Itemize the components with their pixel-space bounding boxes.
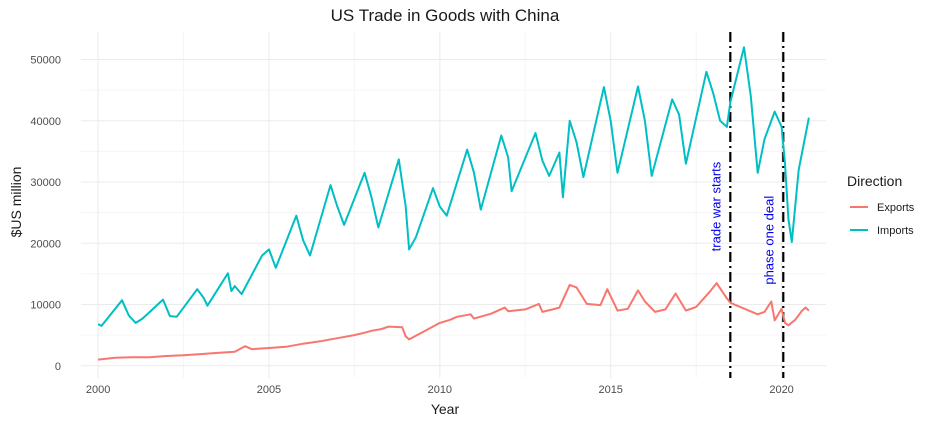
x-tick-label: 2000 [86,384,110,396]
legend-label-exports: Exports [877,202,915,214]
y-tick-label: 20000 [30,238,61,250]
legend-title: Direction [847,173,902,189]
y-axis-title: $US million [8,167,24,238]
event-annotations: trade war starts phase one deal [708,161,776,284]
x-tick-label: 2015 [598,384,622,396]
y-tick-label: 0 [55,361,61,373]
event-annotation: phase one deal [761,196,776,285]
x-tick-label: 2020 [769,384,793,396]
event-annotation: trade war starts [708,161,723,251]
y-tick-label: 10000 [30,300,61,312]
x-axis-ticks: 2000 2005 2010 2015 2020 [86,384,794,396]
x-tick-label: 2005 [257,384,281,396]
series-line-imports [97,46,810,327]
chart-title: US Trade in Goods with China [331,6,560,25]
legend-label-imports: Imports [877,225,914,237]
series-lines [97,46,810,361]
series-line-exports [97,282,810,361]
y-tick-label: 50000 [30,55,61,67]
minor-gridlines [81,32,826,378]
y-tick-label: 40000 [30,116,61,128]
legend: Direction Exports Imports [847,173,915,237]
x-tick-label: 2010 [428,384,452,396]
event-lines [729,32,785,378]
x-axis-title: Year [431,401,460,417]
y-axis-ticks: 0 10000 20000 30000 40000 50000 [30,55,61,373]
y-tick-label: 30000 [30,177,61,189]
